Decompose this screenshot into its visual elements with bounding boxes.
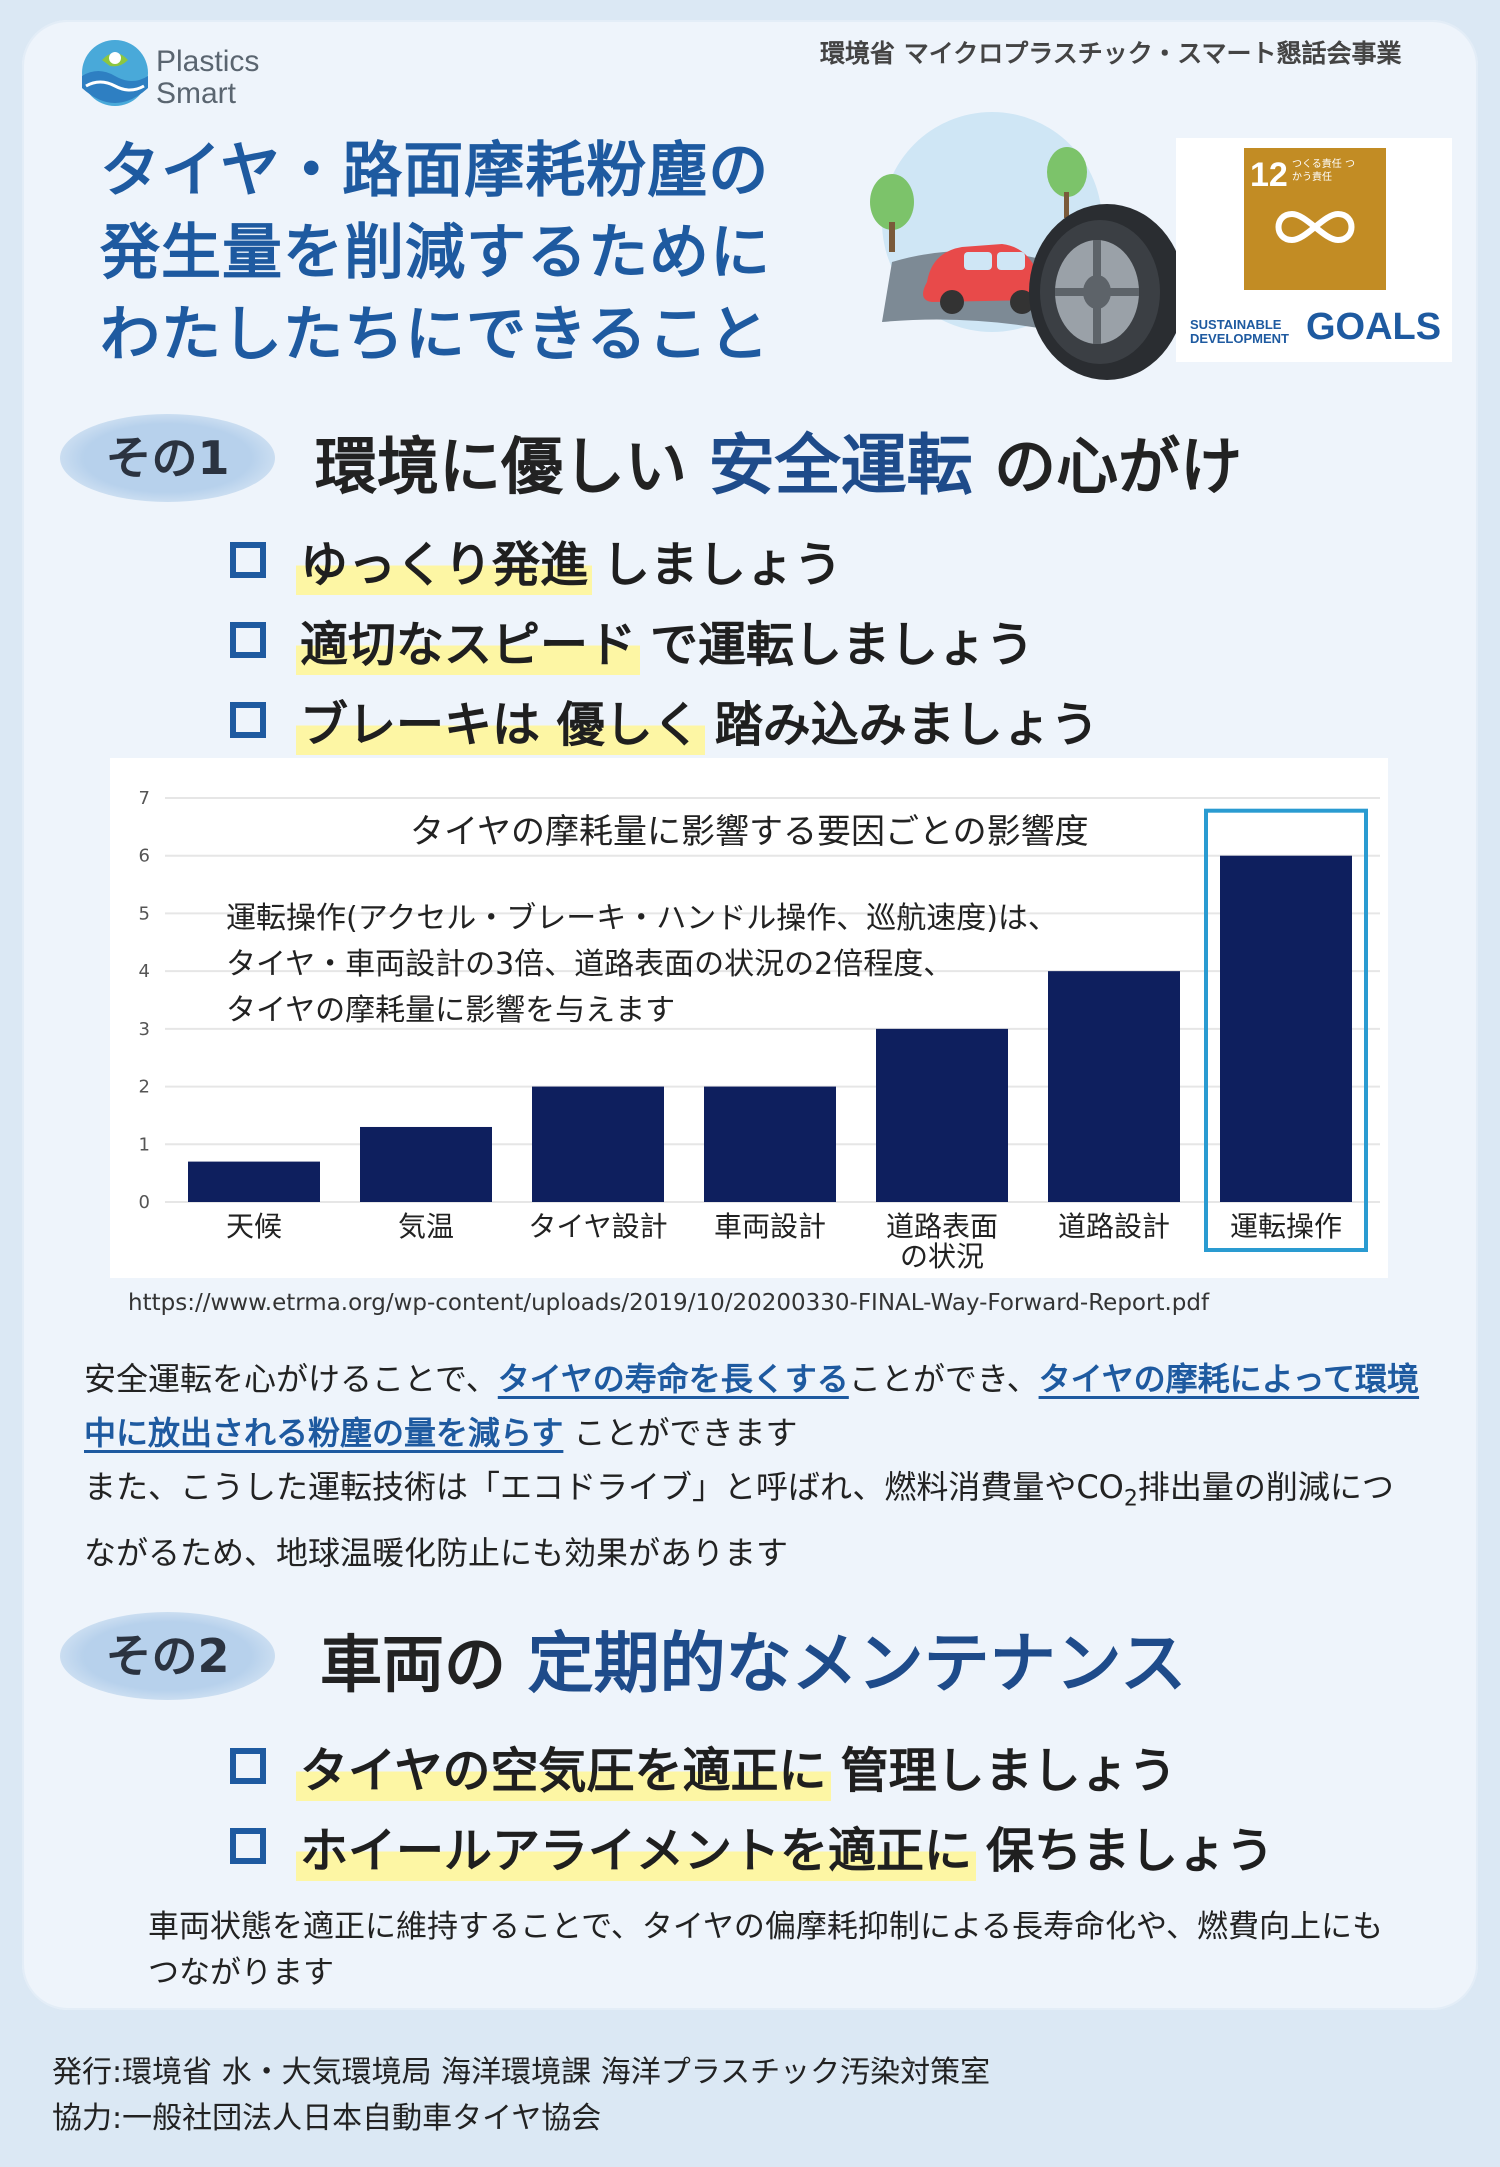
section-2-pill: その2 xyxy=(60,1612,275,1700)
bullet-item: タイヤの空気圧を適正に 管理しましょう xyxy=(230,1726,1274,1806)
para-text: ことができます xyxy=(563,1414,798,1452)
sdg-tile-text: つくる責任 つかう責任 xyxy=(1292,159,1355,183)
bullet-highlight: タイヤの空気圧を適正に xyxy=(296,1731,831,1801)
sdg-badge: 12 つくる責任 つかう責任 SUSTAINABLE DEVELOPMENT G… xyxy=(1176,138,1452,362)
section-1-paragraph: 安全運転を心がけることで、タイヤの寿命を長くすることができ、タイヤの摩耗によって… xyxy=(84,1352,1424,1580)
section-1-heading-pre: 環境に優しい xyxy=(315,430,709,503)
bar xyxy=(532,1086,664,1202)
sdg-label-line-2: DEVELOPMENT xyxy=(1190,331,1289,346)
x-tick-label: 道路表面 xyxy=(886,1210,998,1243)
x-tick-label: 運転操作 xyxy=(1230,1210,1342,1243)
infinity-icon xyxy=(1275,210,1355,244)
sdg-number: 12 xyxy=(1250,156,1288,194)
publisher-top: 環境省 マイクロプラスチック・スマート懇話会事業 xyxy=(820,39,1402,68)
chart-annotation: 運転操作(アクセル・ブレーキ・ハンドル操作、巡航速度)は、 タイヤ・車両設計の3… xyxy=(226,901,1058,1028)
x-tick-label: 気温 xyxy=(398,1210,454,1243)
checkbox-icon xyxy=(230,1828,266,1864)
bullet-item: ゆっくり発進 しましょう xyxy=(230,520,1099,600)
y-tick-label: 5 xyxy=(139,903,150,924)
section-1-heading-post: の心がけ xyxy=(972,430,1243,503)
bullet-highlight: ホイールアライメントを適正に xyxy=(296,1811,977,1881)
bullet-item: 適切なスピード で運転しましょう xyxy=(230,600,1099,680)
section-2-heading: 車両の 定期的なメンテナンス xyxy=(320,1610,1186,1706)
chart-plot: 0 1 2 3 4 5 6 7 天候 気温 タイヤ設計 車両設計 道路表面の状況 道路設計 運転操作 xyxy=(139,788,1380,1273)
para-text: また、こうした運転技術は「エコドライブ」と呼ばれ、燃料消費量やCO xyxy=(84,1468,1124,1506)
section-1-heading-highlight: 安全運転 xyxy=(708,427,973,504)
section-2-paragraph: 車両状態を適正に維持することで、タイヤの偏摩耗抑制による長寿命化や、燃費向上にも… xyxy=(148,1909,1384,1991)
bar xyxy=(188,1161,320,1202)
tire-icon xyxy=(1029,204,1182,380)
bullet-text: で運転しましょう xyxy=(650,617,1035,673)
bullet-item: ブレーキは 優しく 踏み込みましょう xyxy=(230,680,1099,760)
section-1-heading: 環境に優しい 安全運転 の心がけ xyxy=(315,412,1242,508)
co2-subscript: 2 xyxy=(1123,1486,1138,1512)
footer-publisher: 発行:環境省 水・大気環境局 海洋環境課 海洋プラスチック汚染対策室 xyxy=(52,2055,991,2090)
tree-icon xyxy=(1047,147,1087,197)
section-1-pill: その1 xyxy=(60,414,275,502)
highlight-frame xyxy=(1204,808,1368,1252)
wear-factor-chart: 0 1 2 3 4 5 6 7 天候 気温 タイヤ設計 車両設計 道路表面 の状況 道路設計 運転操作 タイヤ… xyxy=(110,758,1388,1278)
bullet-item: ホイールアライメントを適正に 保ちましょう xyxy=(230,1806,1274,1886)
page-title: タイヤ・路面摩耗粉塵の 発生量を削減するために わたしたちにできること xyxy=(100,130,860,376)
logo-line-1: Plastics xyxy=(156,45,260,78)
bullet-text: 管理しましょう xyxy=(840,1743,1177,1799)
section-2-heading-highlight: 定期的なメンテナンス xyxy=(527,1625,1187,1702)
emphasis-dust-reduction: タイヤの摩耗によって環境中に放出される粉塵の量を減らす xyxy=(84,1360,1420,1452)
title-line-2: 発生量を削減するために xyxy=(100,218,771,288)
checkbox-icon xyxy=(230,542,266,578)
bullet-highlight: 適切なスピード xyxy=(296,605,641,675)
x-tick-label: の状況 xyxy=(900,1240,984,1273)
bullet-text: 踏み込みましょう xyxy=(714,697,1099,753)
sdg-label-line-1: SUSTAINABLE xyxy=(1190,317,1282,332)
car-icon xyxy=(923,244,1049,314)
y-tick-label: 1 xyxy=(139,1134,150,1155)
footer-cooperation: 協力:一般社団法人日本自動車タイヤ協会 xyxy=(52,2101,602,2136)
plastics-smart-logo: Plastics Smart xyxy=(80,38,280,116)
title-line-3: わたしたちにできること xyxy=(100,300,770,370)
bar xyxy=(360,1126,492,1202)
tree-icon xyxy=(870,174,914,230)
y-tick-label: 4 xyxy=(139,961,150,982)
section-2-heading-pre: 車両の xyxy=(320,1628,528,1701)
bar xyxy=(704,1086,836,1202)
logo-line-2: Smart xyxy=(156,77,237,110)
source-citation: https://www.etrma.org/wp-content/uploads… xyxy=(128,1290,1210,1316)
footer: 発行:環境省 水・大気環境局 海洋環境課 海洋プラスチック汚染対策室 協力:一般… xyxy=(52,2050,990,2142)
x-tick-label: 道路設計 xyxy=(1058,1210,1170,1243)
bar xyxy=(1220,855,1352,1202)
sdg-label: SUSTAINABLE DEVELOPMENT xyxy=(1190,318,1289,346)
y-tick-label: 2 xyxy=(139,1077,150,1098)
y-tick-label: 6 xyxy=(139,846,150,867)
bullet-text: しましょう xyxy=(602,537,843,593)
para-text: 安全運転を心がけることで、 xyxy=(84,1360,498,1398)
section-1-bullets: ゆっくり発進 しましょう 適切なスピード で運転しましょう ブレーキは 優しく 踏み込… xyxy=(230,520,1099,760)
checkbox-icon xyxy=(230,1748,266,1784)
bullet-text: 保ちましょう xyxy=(986,1823,1275,1879)
y-tick-label: 7 xyxy=(139,788,150,809)
bullet-highlight: ブレーキは 優しく xyxy=(296,685,705,755)
title-line-1: タイヤ・路面摩耗粉塵の xyxy=(100,136,770,206)
checkbox-icon xyxy=(230,622,266,658)
y-tick-label: 0 xyxy=(139,1192,150,1213)
checkbox-icon xyxy=(230,702,266,738)
y-tick-label: 3 xyxy=(139,1019,150,1040)
chart-title: タイヤの摩耗量に影響する要因ごとの影響度 xyxy=(410,812,1089,852)
logo-wordmark: Plastics Smart xyxy=(156,46,259,110)
x-tick-label: 天候 xyxy=(226,1210,282,1243)
emphasis-lifespan: タイヤの寿命を長くする xyxy=(497,1360,849,1398)
sdg-goals-wordmark: GOALS xyxy=(1306,306,1442,348)
plastics-smart-logo-icon xyxy=(82,40,148,106)
para-text: 排出量の削減につながるため、地球温暖化防止にも効果があります xyxy=(84,1468,1394,1573)
section-2-bullets: タイヤの空気圧を適正に 管理しましょう ホイールアライメントを適正に 保ちましょう xyxy=(230,1726,1274,1886)
car-tire-illustration xyxy=(870,112,1182,380)
bar xyxy=(876,1028,1008,1202)
x-tick-label: 車両設計 xyxy=(714,1210,826,1243)
x-tick-label: タイヤ設計 xyxy=(528,1210,667,1243)
bar xyxy=(1048,971,1180,1202)
bullet-highlight: ゆっくり発進 xyxy=(296,525,593,595)
para-text: ことができ、 xyxy=(848,1360,1039,1398)
sdg-goal-12-tile: 12 つくる責任 つかう責任 xyxy=(1244,148,1386,290)
